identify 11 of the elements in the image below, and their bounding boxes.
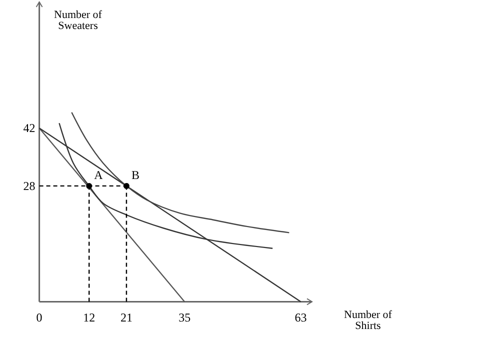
- x-tick-label: 12: [83, 310, 96, 325]
- annotation: B: [131, 168, 140, 182]
- y-tick-label: 42: [23, 121, 36, 136]
- x-tick-label: 0: [36, 310, 42, 325]
- x-tick-label: 63: [294, 310, 307, 325]
- x-axis-title: Number of Shirts: [344, 309, 392, 332]
- y-tick-label: 28: [23, 178, 36, 193]
- x-tick-label: 21: [120, 310, 132, 325]
- annotation: A: [94, 168, 104, 182]
- y-axis-title: Number of Sweaters: [54, 9, 102, 32]
- x-tick-label: 35: [178, 310, 191, 325]
